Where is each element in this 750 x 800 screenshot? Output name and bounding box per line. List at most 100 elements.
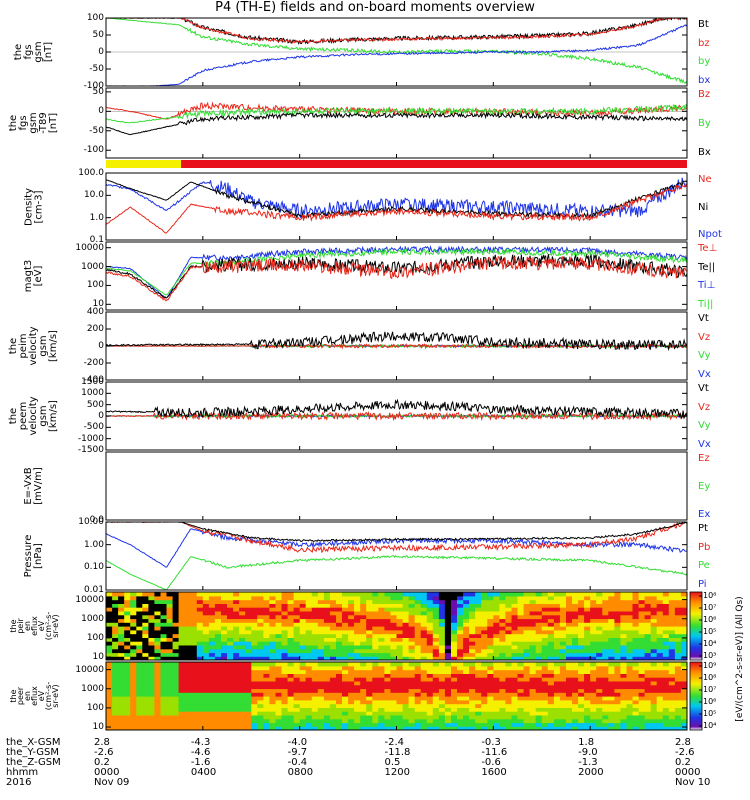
spectrogram-cell	[426, 696, 434, 701]
spectrogram-cell	[239, 673, 246, 678]
spectrogram-cell	[348, 677, 355, 682]
legend-entry: Ex	[698, 509, 711, 520]
spectrogram-cell	[396, 618, 404, 623]
spectrogram-cell	[517, 644, 525, 650]
spectrogram-cell	[221, 629, 228, 635]
spectrogram-cell	[553, 722, 561, 727]
colorbar-tick-label: 10⁴	[703, 721, 717, 730]
spectrogram-cell	[584, 662, 591, 667]
spectrogram-cell	[662, 633, 670, 638]
spectrogram-cell	[208, 656, 216, 660]
spectrogram-cell	[680, 669, 687, 674]
spectrogram-cell	[414, 669, 422, 674]
spectrogram-cell	[578, 644, 585, 650]
spectrogram-cell	[275, 714, 283, 720]
spectrogram-cell	[208, 610, 216, 616]
spectrogram-cell	[148, 652, 156, 657]
spectrogram-cell	[269, 644, 277, 650]
spectrogram-cell	[366, 618, 373, 623]
spectrogram-cell	[329, 618, 337, 623]
footer-value: 0000	[675, 767, 701, 778]
spectrogram-cell	[463, 688, 470, 693]
spectrogram-cell	[608, 648, 615, 654]
spectrogram-cell	[172, 629, 180, 635]
spectrogram-cell	[172, 641, 180, 646]
spectrogram-cell	[553, 696, 561, 701]
spectrogram-cell	[299, 595, 307, 601]
spectrogram-cell	[523, 644, 531, 650]
spectrogram-cell	[487, 692, 494, 697]
spectrogram-cell	[354, 607, 361, 612]
spectrogram-cell	[626, 618, 634, 623]
spectrogram-cell	[269, 707, 277, 712]
spectrogram-cell	[190, 599, 198, 604]
spectrogram-cell	[136, 677, 143, 682]
spectrogram-cell	[214, 607, 222, 612]
spectrogram-cell	[481, 622, 488, 627]
spectrogram-cell	[626, 603, 634, 608]
spectrogram-cell	[662, 641, 670, 646]
spectrogram-cell	[196, 644, 204, 650]
spectrogram-cell	[384, 684, 392, 690]
spectrogram-cell	[566, 699, 573, 705]
spectrogram-cell	[578, 599, 585, 604]
spectrogram-cell	[668, 688, 676, 693]
spectrogram-cell	[680, 718, 687, 724]
spectrogram-cell	[578, 707, 585, 712]
spectrogram-cell	[578, 669, 585, 674]
spectrogram-cell	[408, 644, 416, 650]
spectrogram-cell	[323, 648, 331, 654]
spectrogram-cell	[263, 599, 271, 604]
spectrogram-cell	[136, 669, 143, 674]
spectrogram-cell	[499, 703, 507, 708]
spectrogram-cell	[505, 677, 513, 682]
spectrogram-cell	[275, 618, 283, 623]
spectrogram-cell	[432, 665, 440, 671]
spectrogram-cell	[299, 726, 307, 730]
spectrogram-cell	[414, 607, 422, 612]
spectrogram-cell	[414, 714, 422, 720]
spectrogram-cell	[638, 688, 646, 693]
spectrogram-cell	[632, 652, 640, 657]
spectrogram-cell	[566, 711, 573, 716]
spectrogram-cell	[348, 622, 355, 627]
spectrogram-cell	[336, 669, 343, 674]
spectrogram-cell	[372, 644, 379, 650]
spectrogram-cell	[329, 707, 337, 712]
spectrogram-cell	[269, 673, 277, 678]
spectrogram-cell	[257, 680, 264, 686]
spectrogram-cell	[378, 637, 385, 642]
spectrogram-cell	[505, 629, 513, 635]
spectrogram-cell	[614, 688, 622, 693]
spectrogram-cell	[336, 618, 343, 623]
spectrogram-cell	[541, 626, 549, 631]
y-axis-label-line: [mV/m]	[33, 467, 44, 505]
spectrogram-cell	[160, 622, 168, 627]
spectrogram-cell	[481, 688, 488, 693]
spectrogram-cell	[650, 641, 658, 646]
spectrogram-cell	[172, 656, 180, 660]
spectrogram-cell	[366, 673, 373, 678]
spectrogram-cell	[457, 726, 464, 730]
spectrogram-cell	[372, 633, 379, 638]
spectrogram-cell	[281, 677, 289, 682]
spectrogram-cell	[572, 722, 579, 727]
spectrogram-cell	[590, 641, 597, 646]
spectrogram-cell	[269, 618, 277, 623]
spectrogram-cell	[535, 677, 543, 682]
spectrogram-cell	[620, 618, 628, 623]
y-tick-label: 1.0	[89, 212, 104, 223]
spectrogram-cell	[626, 610, 634, 616]
spectrogram-cell	[124, 673, 131, 678]
spectrogram-cell	[233, 677, 240, 682]
spectrogram-cell	[584, 722, 591, 727]
spectrogram-cell	[541, 669, 549, 674]
spectrogram-cell	[463, 614, 470, 620]
spectrogram-cell	[269, 688, 277, 693]
spectrogram-cell	[372, 629, 379, 635]
spectrogram-cell	[529, 680, 537, 686]
spectrogram-cell	[457, 644, 464, 650]
spectrogram-cell	[178, 626, 186, 631]
spectrogram-cell	[245, 592, 252, 597]
spectrogram-cell	[251, 595, 258, 601]
